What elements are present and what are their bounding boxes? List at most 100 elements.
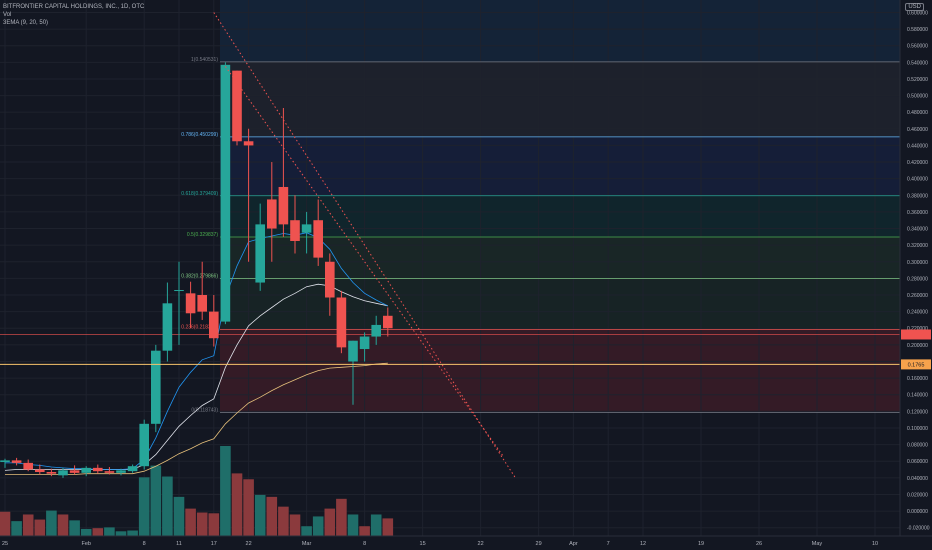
candle-body <box>116 470 126 473</box>
volume-bar <box>69 520 80 536</box>
candle-body <box>81 467 91 473</box>
volume-bar <box>104 527 115 536</box>
volume-bar <box>162 476 173 536</box>
candle-body <box>139 423 149 467</box>
fib-zone <box>220 195 900 237</box>
x-tick-label: 19 <box>698 541 704 547</box>
volume-bar <box>34 519 46 536</box>
y-tick-label: 0.220000 <box>907 326 928 332</box>
volume-bar <box>312 516 324 536</box>
y-tick-label: 0.060000 <box>907 459 928 465</box>
candle-body <box>23 462 33 470</box>
candle-body <box>371 324 381 337</box>
x-tick-label: 26 <box>756 541 762 547</box>
y-tick-label: 0.580000 <box>907 27 928 33</box>
volume-bar <box>11 521 22 536</box>
candle-body <box>220 64 231 322</box>
y-tick-label: 0.140000 <box>907 393 928 399</box>
y-tick-label: 0.340000 <box>907 227 928 233</box>
candle-body <box>290 220 300 241</box>
candle-body <box>162 303 173 351</box>
x-tick-label: May <box>812 541 823 547</box>
candle-body <box>174 290 184 292</box>
fib-label: 0.382(0.279866) <box>181 273 218 279</box>
volume-bar <box>301 526 312 536</box>
x-tick-label: 11 <box>176 541 182 547</box>
y-tick-label: 0.480000 <box>907 110 928 116</box>
fib-label: 0.236(0.218385) <box>181 325 218 331</box>
time-axis-background <box>0 536 932 550</box>
volume-bar <box>243 479 254 536</box>
fib-zone <box>220 61 900 137</box>
volume-bar <box>266 496 278 536</box>
volume-bar <box>173 496 185 536</box>
fib-zone-top <box>220 0 900 62</box>
volume-bar <box>359 526 370 536</box>
last-price-tag <box>901 359 931 370</box>
candle-body <box>267 199 277 229</box>
y-tick-label: 0.380000 <box>907 193 928 199</box>
volume-bar <box>231 473 243 536</box>
x-tick-label: 22 <box>246 541 252 547</box>
candle-body <box>185 293 196 314</box>
y-tick-label: -0.020000 <box>907 526 930 532</box>
volume-bar <box>80 528 92 536</box>
ema9-line <box>5 232 388 470</box>
candle-body <box>383 315 393 329</box>
fib-label: 0.786(0.450299) <box>181 132 218 138</box>
ema20-line <box>4 283 388 471</box>
fib-label: 0(0.118743) <box>191 407 218 413</box>
candle-body <box>255 224 265 283</box>
candle-body <box>93 467 103 472</box>
volume-bar <box>278 506 289 536</box>
y-tick-label: 0.360000 <box>907 210 928 216</box>
volume-bar <box>57 514 69 536</box>
candle-body <box>278 186 289 225</box>
volume-bar <box>370 514 382 536</box>
y-tick-label: 0.100000 <box>907 426 928 432</box>
ema-indicator-label: 3EMA (9, 20, 50) <box>3 20 49 26</box>
candle-body <box>197 295 207 312</box>
y-tick-label: 0.160000 <box>907 376 928 382</box>
candle-body <box>243 141 254 146</box>
x-tick-label: 8 <box>143 541 146 547</box>
volume-bar <box>127 530 138 536</box>
currency-badge[interactable]: USD <box>905 3 924 11</box>
volume-bar <box>115 531 127 536</box>
volume-bar <box>196 512 208 536</box>
fib-zone <box>220 136 900 196</box>
fib-zone <box>220 329 900 413</box>
volume-indicator-label: Vol <box>3 12 12 18</box>
x-tick-label: Apr <box>569 541 578 547</box>
volume-bar <box>150 465 162 536</box>
last-price-label: 0.1765 <box>908 362 925 368</box>
candle-body <box>336 297 347 348</box>
y-tick-label: 0.080000 <box>907 443 928 449</box>
symbol-title: BITFRONTIER CAPITAL HOLDINGS, INC., 1D, … <box>3 4 145 10</box>
candle-body <box>0 460 10 463</box>
ema50-line <box>5 362 388 475</box>
x-tick-label: 17 <box>211 541 217 547</box>
candle-body <box>35 469 45 473</box>
candle-body <box>46 472 57 474</box>
candle-body <box>325 261 335 298</box>
candle-body <box>151 350 161 424</box>
volume-bar <box>220 446 231 536</box>
y-tick-label: 0.040000 <box>907 476 928 482</box>
candle-body <box>58 470 68 476</box>
volume-bar <box>336 498 347 536</box>
volume-bar <box>254 494 266 536</box>
volume-bar <box>289 514 301 536</box>
x-tick-label: 10 <box>872 541 878 547</box>
candle-body <box>348 340 358 362</box>
price-axis-background <box>900 0 932 550</box>
x-tick-label: Feb <box>81 541 90 547</box>
volume-bar <box>0 511 11 536</box>
x-tick-label: Mar <box>302 541 312 547</box>
volume-bar <box>347 514 359 536</box>
volume-bar <box>22 514 34 536</box>
y-tick-label: 0.420000 <box>907 160 928 166</box>
volume-bar <box>208 513 220 536</box>
